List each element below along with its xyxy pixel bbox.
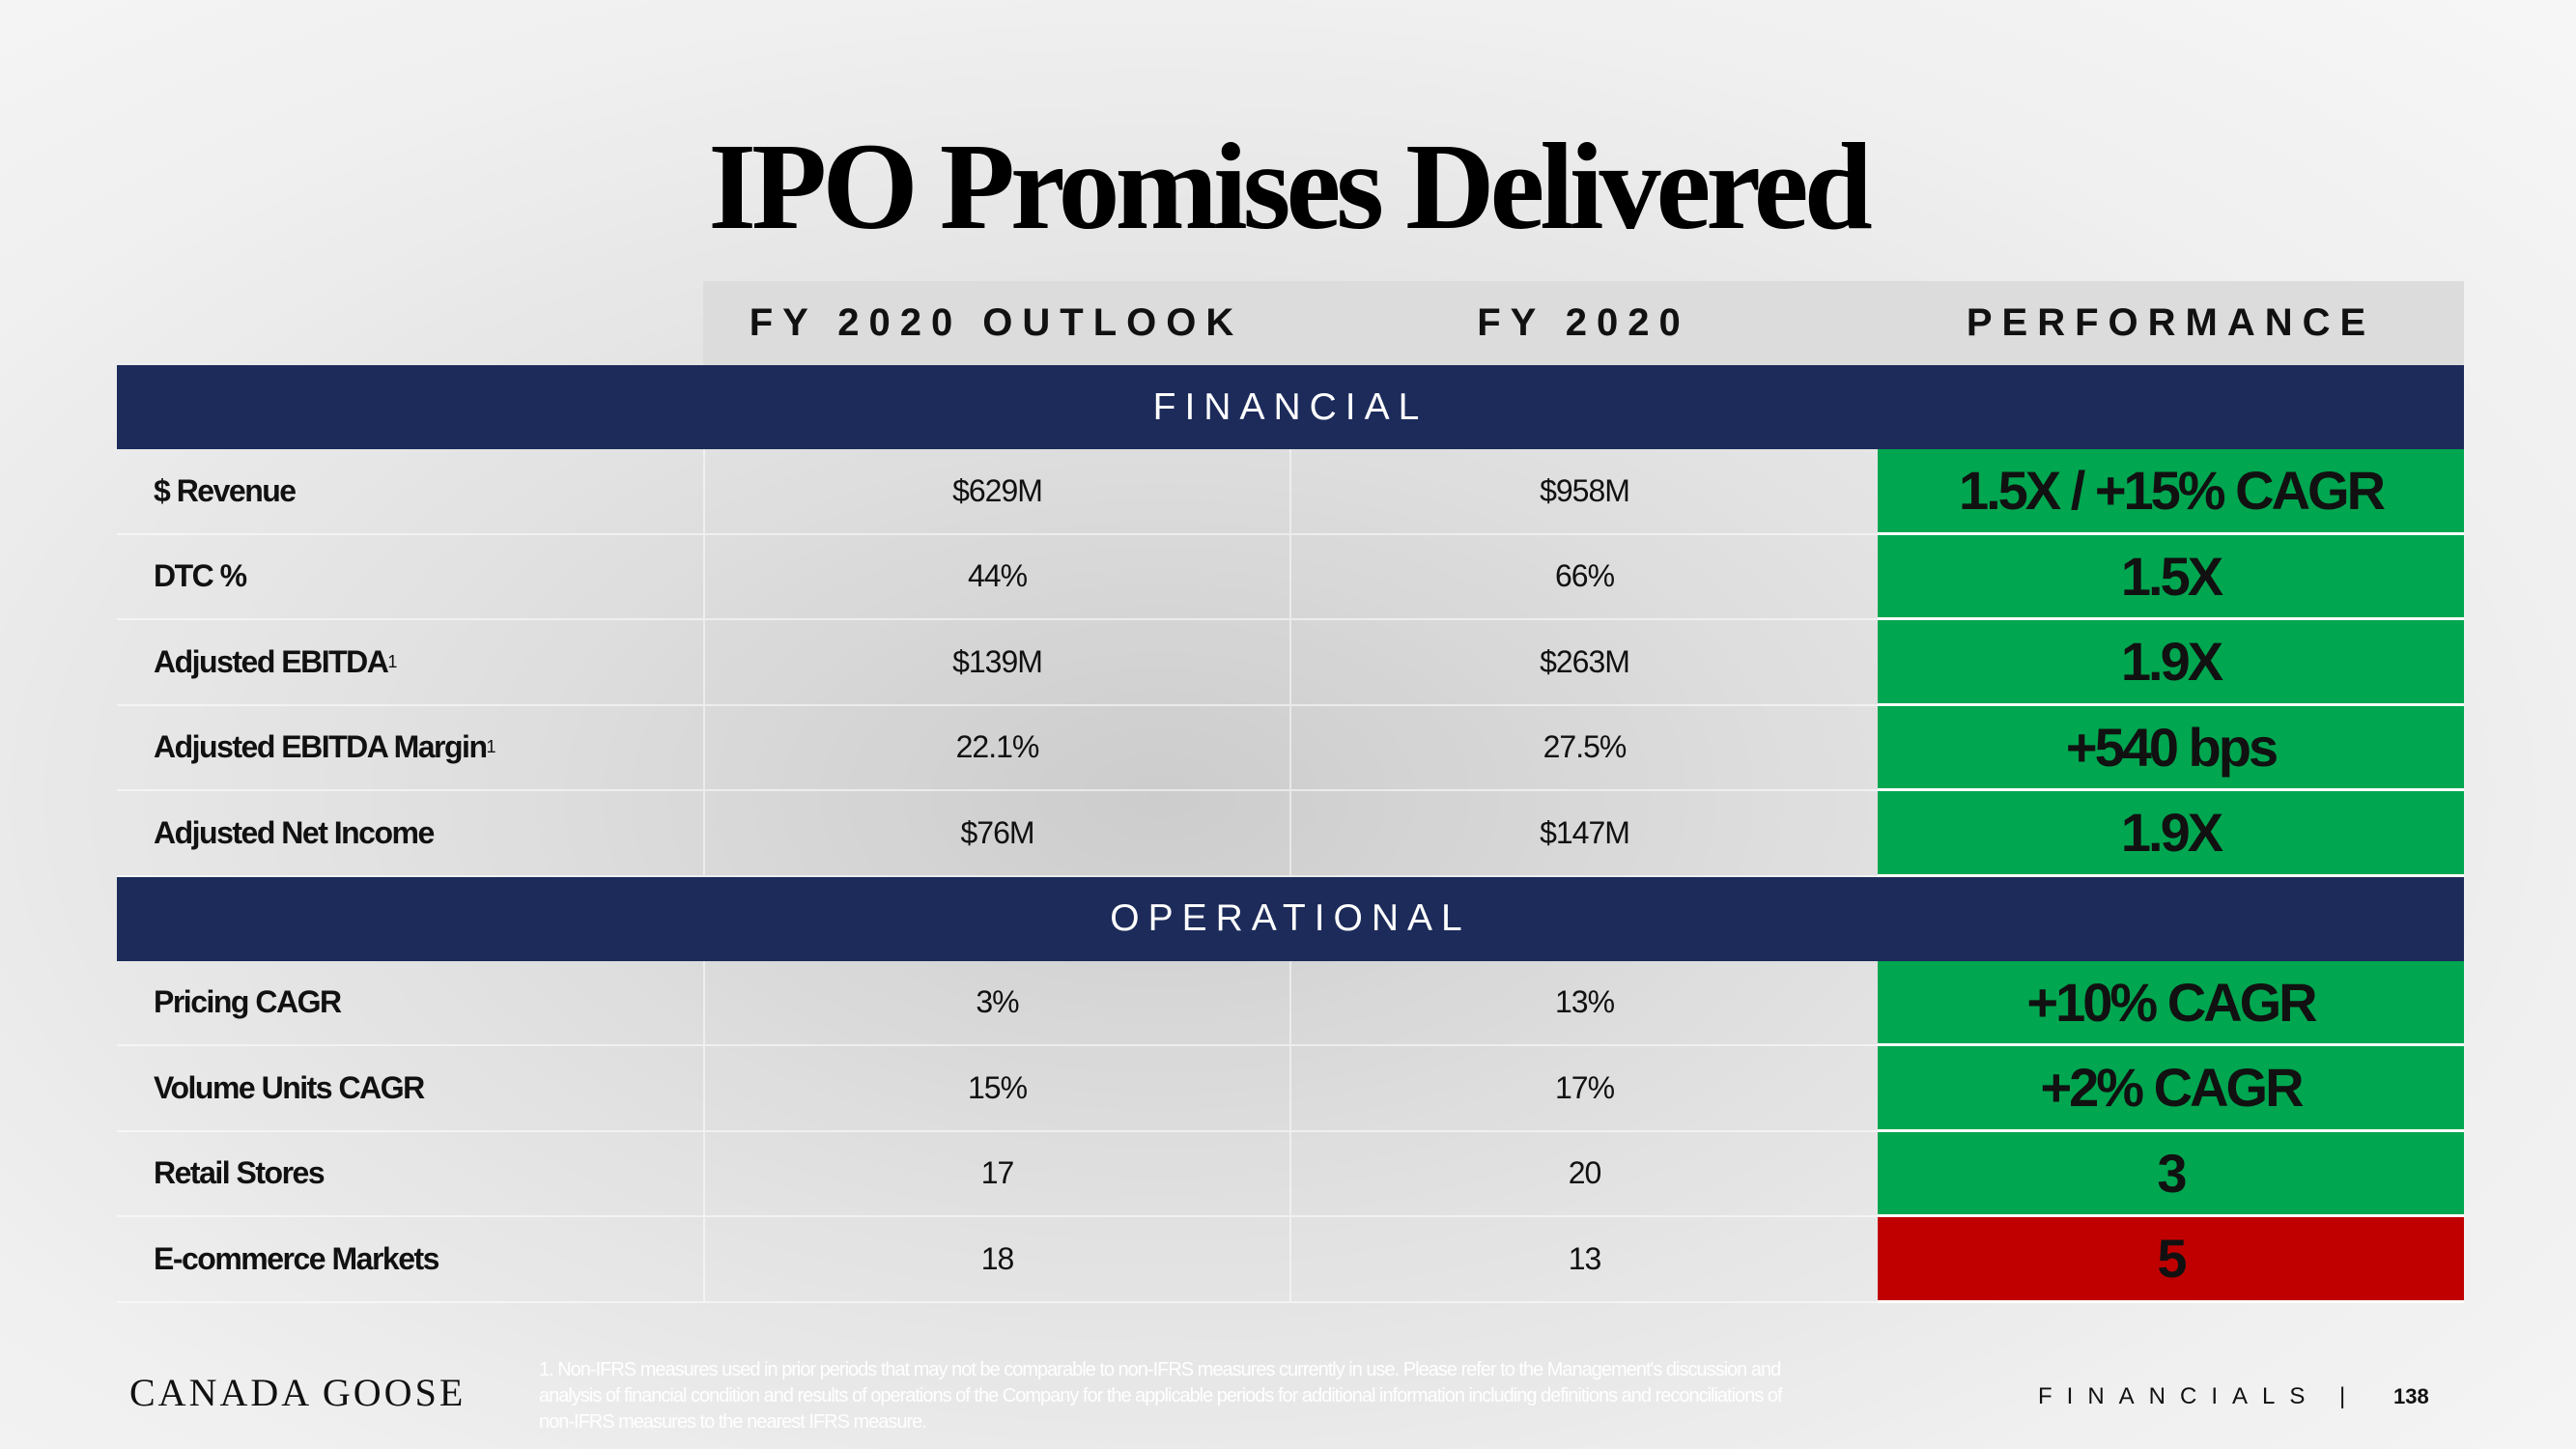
row-label: DTC %: [117, 535, 703, 620]
row-label: Retail Stores: [117, 1132, 703, 1217]
title: IPO Promises Delivered: [708, 118, 1873, 255]
separator: |: [2339, 1383, 2346, 1409]
actual-value: 27.5%: [1289, 705, 1878, 791]
actual-value: $147M: [1289, 791, 1878, 877]
row-label: Adjusted EBITDA Margin 1: [117, 706, 703, 791]
actual-value: 17%: [1289, 1046, 1878, 1132]
section-header: OPERATIONAL: [117, 876, 2464, 961]
label-text: DTC %: [154, 558, 247, 594]
row-label: E-commerce Markets: [117, 1217, 703, 1303]
label-text: Pricing CAGR: [154, 984, 342, 1020]
performance-value: +540 bps: [1878, 705, 2464, 791]
outlook-value: $629M: [703, 449, 1289, 535]
outlook-value: 15%: [703, 1046, 1289, 1132]
performance-value: 1.5X / +15% CAGR: [1878, 449, 2464, 535]
column-header: PERFORMANCE: [1878, 281, 2464, 365]
label-text: Volume Units CAGR: [154, 1069, 425, 1105]
performance-value: 1.9X: [1878, 791, 2464, 877]
logo: CANADA GOOSE: [129, 1371, 467, 1414]
actual-value: $958M: [1289, 449, 1878, 535]
row-label: $ Revenue: [117, 449, 703, 535]
row-label: Adjusted EBITDA 1: [117, 620, 703, 706]
outlook-value: $139M: [703, 620, 1289, 706]
label-text: Retail Stores: [154, 1155, 326, 1191]
performance-value: 1.5X: [1878, 534, 2464, 620]
label-text: $ Revenue: [154, 472, 297, 508]
footnote: 1. Non-IFRS measures used in prior perio…: [539, 1359, 1783, 1433]
row-label: Volume Units CAGR: [117, 1046, 703, 1132]
performance-value: +2% CAGR: [1878, 1046, 2464, 1132]
row-label: Pricing CAGR: [117, 961, 703, 1046]
actual-value: $263M: [1289, 620, 1878, 706]
label-text: Adjusted EBITDA: [154, 643, 389, 679]
label-text: Adjusted Net Income: [154, 814, 435, 850]
actual-value: 20: [1289, 1131, 1878, 1217]
performance-value: 1.9X: [1878, 620, 2464, 706]
outlook-value: $76M: [703, 791, 1289, 877]
actual-value: 13: [1289, 1217, 1878, 1303]
outlook-value: 22.1%: [703, 705, 1289, 791]
footnote-marker: 1: [486, 737, 496, 757]
actual-value: 13%: [1289, 960, 1878, 1046]
outlook-value: 44%: [703, 534, 1289, 620]
outlook-value: 3%: [703, 960, 1289, 1046]
row-label: Adjusted Net Income: [117, 791, 703, 877]
label-text: E-commerce Markets: [154, 1240, 439, 1276]
section-name: FINANCIALS: [2038, 1383, 2320, 1409]
column-header: FY 2020: [1289, 281, 1878, 365]
label-text: Adjusted EBITDA Margin: [154, 729, 488, 765]
actual-value: 66%: [1289, 534, 1878, 620]
footnote-marker: 1: [387, 651, 398, 671]
performance-value: +10% CAGR: [1878, 960, 2464, 1046]
page-number: 138: [2393, 1384, 2429, 1408]
outlook-value: 18: [703, 1217, 1289, 1303]
outlook-value: 17: [703, 1131, 1289, 1217]
performance-value: 5: [1878, 1217, 2464, 1303]
section-header: FINANCIAL: [117, 365, 2464, 449]
performance-value: 3: [1878, 1131, 2464, 1217]
column-header: FY 2020 OUTLOOK: [703, 281, 1289, 365]
